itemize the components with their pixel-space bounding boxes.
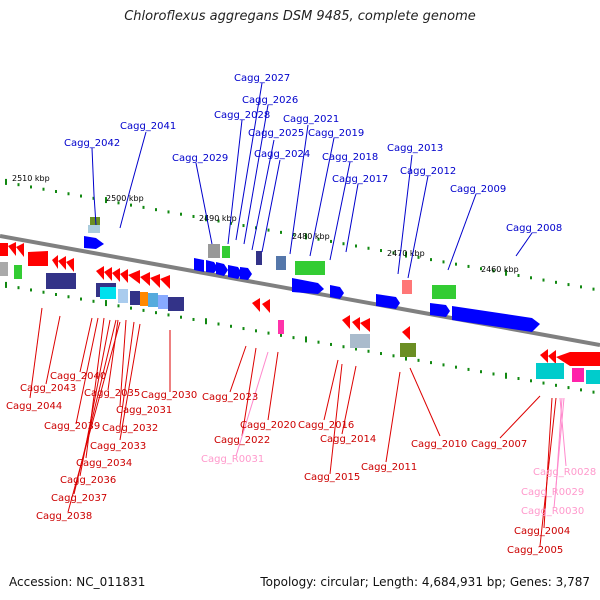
gene-label: Cagg_2011 — [361, 462, 417, 473]
gene-label: Cagg_2035 — [84, 388, 140, 399]
gene-label: Cagg_2038 — [36, 511, 92, 522]
gene-label: Cagg_2039 — [44, 421, 100, 432]
gene-label: Cagg_2042 — [64, 138, 120, 149]
scale-label: 2510 kbp — [12, 174, 50, 183]
reverse-genes-middle — [252, 298, 600, 366]
gene-label: Cagg_2005 — [507, 545, 563, 556]
map-title: Chloroflexus aggregans DSM 9485, complet… — [124, 9, 476, 24]
scale-label: 2470 kbp — [387, 249, 425, 258]
gene-label: Cagg_2029 — [172, 153, 228, 164]
gene-label: Cagg_2010 — [411, 439, 467, 450]
gene-label: Cagg_2019 — [308, 128, 364, 139]
top-leader-lines — [91, 82, 533, 279]
scale-label: 2480 kbp — [292, 232, 330, 241]
gene-label: Cagg_2033 — [90, 441, 146, 452]
accession-text: Accession: NC_011831 — [9, 575, 146, 589]
gene-label: Cagg_2020 — [240, 420, 296, 431]
gene-label: Cagg_2022 — [214, 435, 270, 446]
gene-label: Cagg_2043 — [20, 383, 76, 394]
gene-label: Cagg_2017 — [332, 174, 388, 185]
forward-genes — [84, 236, 540, 332]
gene-label: Cagg_2028 — [214, 110, 270, 121]
scale-labels: 2510 kbp 2500 kbp 2490 kbp 2480 kbp 2470… — [12, 174, 519, 274]
scale-label: 2490 kbp — [199, 214, 237, 223]
gene-label: Cagg_2014 — [320, 434, 376, 445]
scale-label: 2500 kbp — [106, 194, 144, 203]
gene-label: Cagg_2012 — [400, 166, 456, 177]
bottom-gene-labels: Cagg_2040 Cagg_2043 Cagg_2035 Cagg_2030 … — [6, 371, 596, 556]
gene-label: Cagg_2004 — [514, 526, 570, 537]
gene-label: Cagg_2044 — [6, 401, 62, 412]
gene-label: Cagg_2018 — [322, 152, 378, 163]
gene-label: Cagg_2015 — [304, 472, 360, 483]
scale-dots — [5, 178, 595, 394]
gene-label: Cagg_2013 — [387, 143, 443, 154]
gene-label: Cagg_R0031 — [201, 454, 264, 465]
gene-label: Cagg_R0030 — [521, 506, 584, 517]
gene-label: Cagg_2007 — [471, 439, 527, 450]
gene-label: Cagg_2021 — [283, 114, 339, 125]
gene-label: Cagg_2026 — [242, 95, 298, 106]
rna-leader-lines — [235, 351, 567, 509]
gene-label: Cagg_2025 — [248, 128, 304, 139]
gene-label: Cagg_2016 — [298, 420, 354, 431]
gene-label: Cagg_2036 — [60, 475, 116, 486]
hit-boxes — [0, 217, 600, 384]
gene-label: Cagg_2008 — [506, 223, 562, 234]
gene-label: Cagg_2027 — [234, 73, 290, 84]
scale-label: 2460 kbp — [481, 265, 519, 274]
gene-label: Cagg_2041 — [120, 121, 176, 132]
gene-label: Cagg_2024 — [254, 149, 310, 160]
summary-text: Topology: circular; Length: 4,684,931 bp… — [260, 575, 590, 589]
gene-label: Cagg_2031 — [116, 405, 172, 416]
gene-label: Cagg_R0028 — [533, 467, 596, 478]
gene-label: Cagg_2032 — [102, 423, 158, 434]
gene-label: Cagg_2009 — [450, 184, 506, 195]
gene-label: Cagg_R0029 — [521, 487, 584, 498]
gene-label: Cagg_2037 — [51, 493, 107, 504]
reverse-genes-left — [0, 242, 170, 289]
gene-label: Cagg_2040 — [50, 371, 106, 382]
gene-label: Cagg_2030 — [141, 390, 197, 401]
gene-label: Cagg_2034 — [76, 458, 132, 469]
gene-label: Cagg_2023 — [202, 392, 258, 403]
gene-features — [0, 217, 600, 384]
bottom-leader-lines — [29, 307, 557, 547]
top-gene-labels: Cagg_2027 Cagg_2026 Cagg_2028 Cagg_2041 … — [64, 73, 562, 234]
